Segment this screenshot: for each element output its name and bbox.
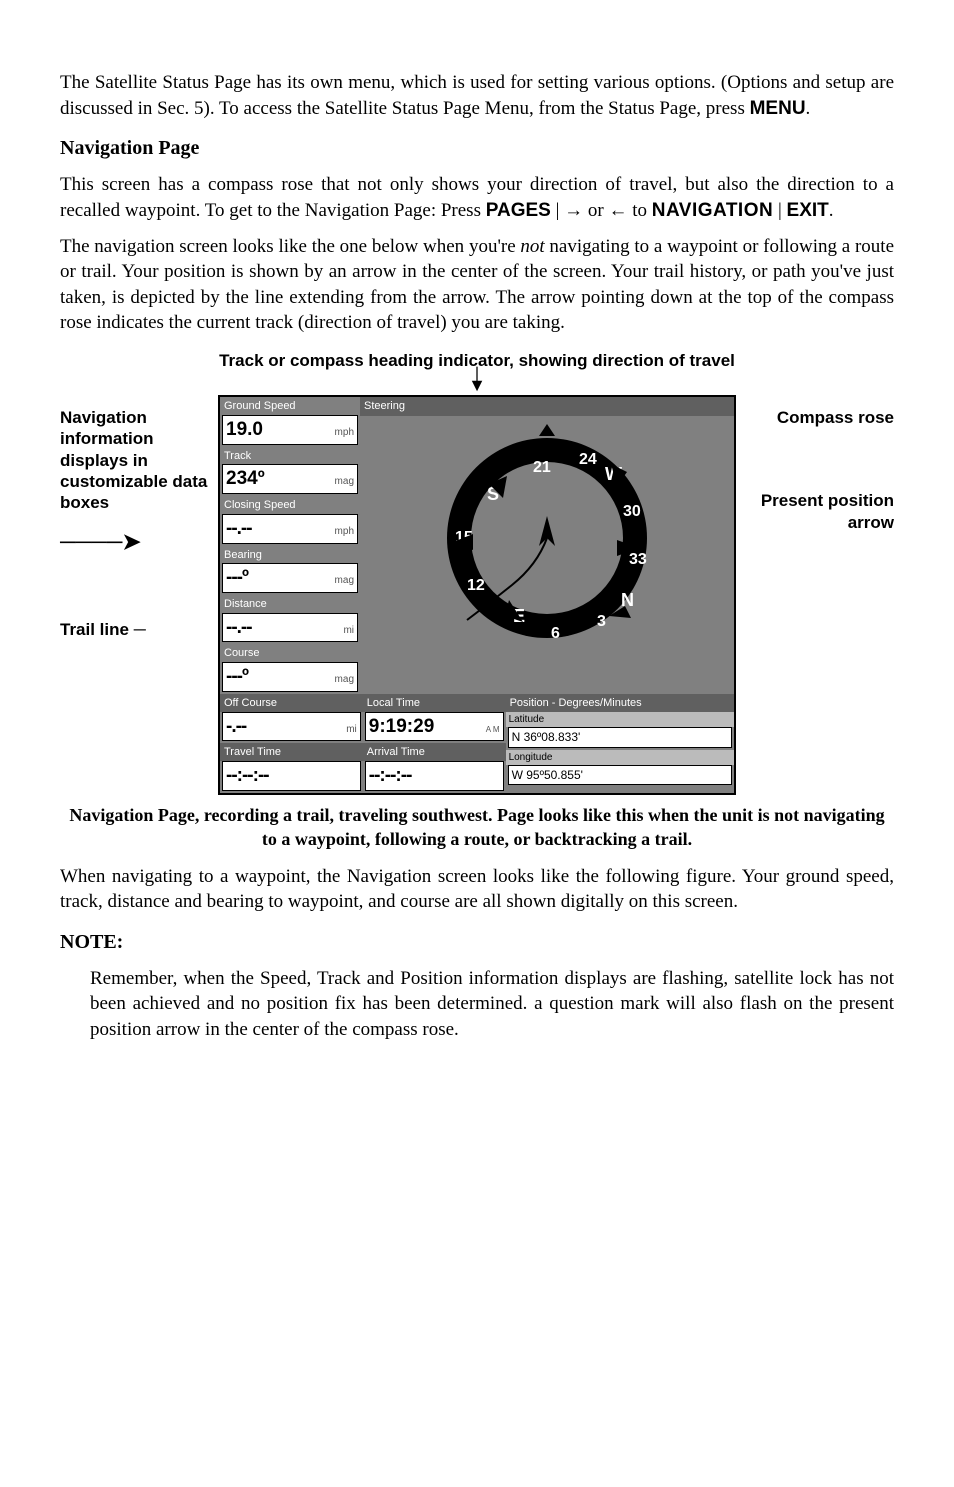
- label-compass-rose: Compass rose: [744, 407, 894, 428]
- nav-screenshot: Ground Speed 19.0 mph Track 234º mag Closi…: [218, 395, 736, 795]
- lon-val: W 95º50.855': [508, 765, 732, 785]
- menu-key: MENU: [750, 98, 806, 119]
- steering-area: Steering 24 21 30 33 3 6 12 15 W S N E: [360, 397, 734, 694]
- ground-speed-val: 19.0: [226, 417, 263, 443]
- track-box: 234º mag: [222, 464, 358, 494]
- data-box-column: Ground Speed 19.0 mph Track 234º mag Closi…: [220, 397, 360, 694]
- label-present-arrow: Present position arrow: [744, 490, 894, 533]
- closing-unit: mph: [335, 525, 354, 539]
- ground-speed-box: 19.0 mph: [222, 415, 358, 445]
- track-val: 234º: [226, 466, 265, 492]
- tick-21: 21: [533, 459, 551, 476]
- course-val: ---º: [226, 664, 248, 690]
- ground-speed-label: Ground Speed: [220, 397, 360, 415]
- steering-label: Steering: [360, 397, 734, 416]
- tick-33: 33: [629, 551, 647, 568]
- offcourse-unit: mi: [346, 723, 357, 737]
- lon-label: Longitude: [506, 750, 734, 766]
- local-box: 9:19:29 A M: [365, 712, 504, 742]
- navigation-key: NAVIGATION: [652, 200, 773, 221]
- local-val: 9:19:29: [369, 714, 435, 740]
- ground-speed-unit: mph: [335, 426, 354, 440]
- offcourse-col: Off Course -.-- mi Travel Time --:--:--: [220, 694, 363, 793]
- closing-val: --.--: [226, 516, 252, 542]
- exit-key: EXIT: [787, 200, 829, 221]
- down-arrow-indicator: │▼: [60, 373, 894, 389]
- track-indicator-icon: [539, 424, 555, 436]
- tick-24: 24: [579, 451, 597, 468]
- bearing-box: ---º mag: [222, 563, 358, 593]
- after-para: When navigating to a waypoint, the Navig…: [60, 864, 894, 915]
- tick-12: 12: [467, 577, 485, 594]
- local-label: Local Time: [363, 694, 506, 712]
- offcourse-label: Off Course: [220, 694, 363, 712]
- travel-val: --:--:--: [226, 763, 269, 789]
- note-heading: NOTE:: [60, 929, 894, 956]
- bearing-unit: mag: [335, 574, 354, 588]
- lat-label: Latitude: [506, 712, 734, 728]
- note-para: Remember, when the Speed, Track and Posi…: [90, 966, 894, 1043]
- arrow-right-to-boxes: ────➤: [60, 527, 210, 557]
- tick-3: 3: [597, 613, 606, 630]
- bar1: |: [551, 200, 564, 221]
- course-unit: mag: [335, 673, 354, 687]
- shot-upper: Ground Speed 19.0 mph Track 234º mag Closi…: [220, 397, 734, 694]
- local-unit: A M: [486, 726, 500, 734]
- track-label: Track: [220, 447, 360, 465]
- nav-p2a: The navigation screen looks like the one…: [60, 236, 520, 257]
- course-label: Course: [220, 644, 360, 662]
- intro-paragraph: The Satellite Status Page has its own me…: [60, 70, 894, 121]
- bearing-val: ---º: [226, 565, 248, 591]
- distance-box: --.-- mi: [222, 613, 358, 643]
- dir-n: N: [621, 590, 634, 610]
- tick-6: 6: [551, 625, 560, 642]
- closing-box: --.-- mph: [222, 514, 358, 544]
- compass-svg: 24 21 30 33 3 6 12 15 W S N E: [417, 420, 677, 650]
- pos-label: Position - Degrees/Minutes: [506, 694, 734, 712]
- bearing-label: Bearing: [220, 546, 360, 564]
- arrow-keys: → or ←: [564, 200, 627, 221]
- travel-box: --:--:--: [222, 761, 361, 791]
- pages-key: PAGES: [486, 200, 551, 221]
- lat-val: N 36º08.833': [508, 727, 732, 747]
- to-text: to: [627, 200, 651, 221]
- right-label-col: Compass rose Present position arrow: [744, 395, 894, 547]
- position-col: Position - Degrees/Minutes Latitude N 36…: [506, 694, 734, 793]
- left-label-col: Navigation information displays in custo…: [60, 395, 210, 654]
- distance-label: Distance: [220, 595, 360, 613]
- arrival-label: Arrival Time: [363, 743, 506, 761]
- label-nav-info: Navigation information displays in custo…: [60, 407, 210, 513]
- arrival-box: --:--:--: [365, 761, 504, 791]
- offcourse-box: -.-- mi: [222, 712, 361, 742]
- bar2: |: [773, 200, 786, 221]
- nav-para-1: This screen has a compass rose that not …: [60, 172, 894, 223]
- closing-label: Closing Speed: [220, 496, 360, 514]
- diagram-wrapper: Navigation information displays in custo…: [60, 395, 894, 795]
- track-unit: mag: [335, 475, 354, 489]
- tick-30: 30: [623, 503, 641, 520]
- course-box: ---º mag: [222, 662, 358, 692]
- not-italic: not: [520, 236, 544, 257]
- arrival-val: --:--:--: [369, 763, 412, 789]
- trail-text: Trail line: [60, 620, 129, 639]
- distance-val: --.--: [226, 615, 252, 641]
- bottom-row: Off Course -.-- mi Travel Time --:--:-- L…: [220, 694, 734, 793]
- nav-para-2: The navigation screen looks like the one…: [60, 234, 894, 337]
- local-col: Local Time 9:19:29 A M Arrival Time --:--…: [363, 694, 506, 793]
- figure-caption: Navigation Page, recording a trail, trav…: [60, 803, 894, 852]
- offcourse-val: -.--: [226, 714, 246, 740]
- travel-label: Travel Time: [220, 743, 363, 761]
- label-trail-line: Trail line ─: [60, 619, 210, 640]
- distance-unit: mi: [343, 624, 354, 638]
- nav-page-heading: Navigation Page: [60, 135, 894, 162]
